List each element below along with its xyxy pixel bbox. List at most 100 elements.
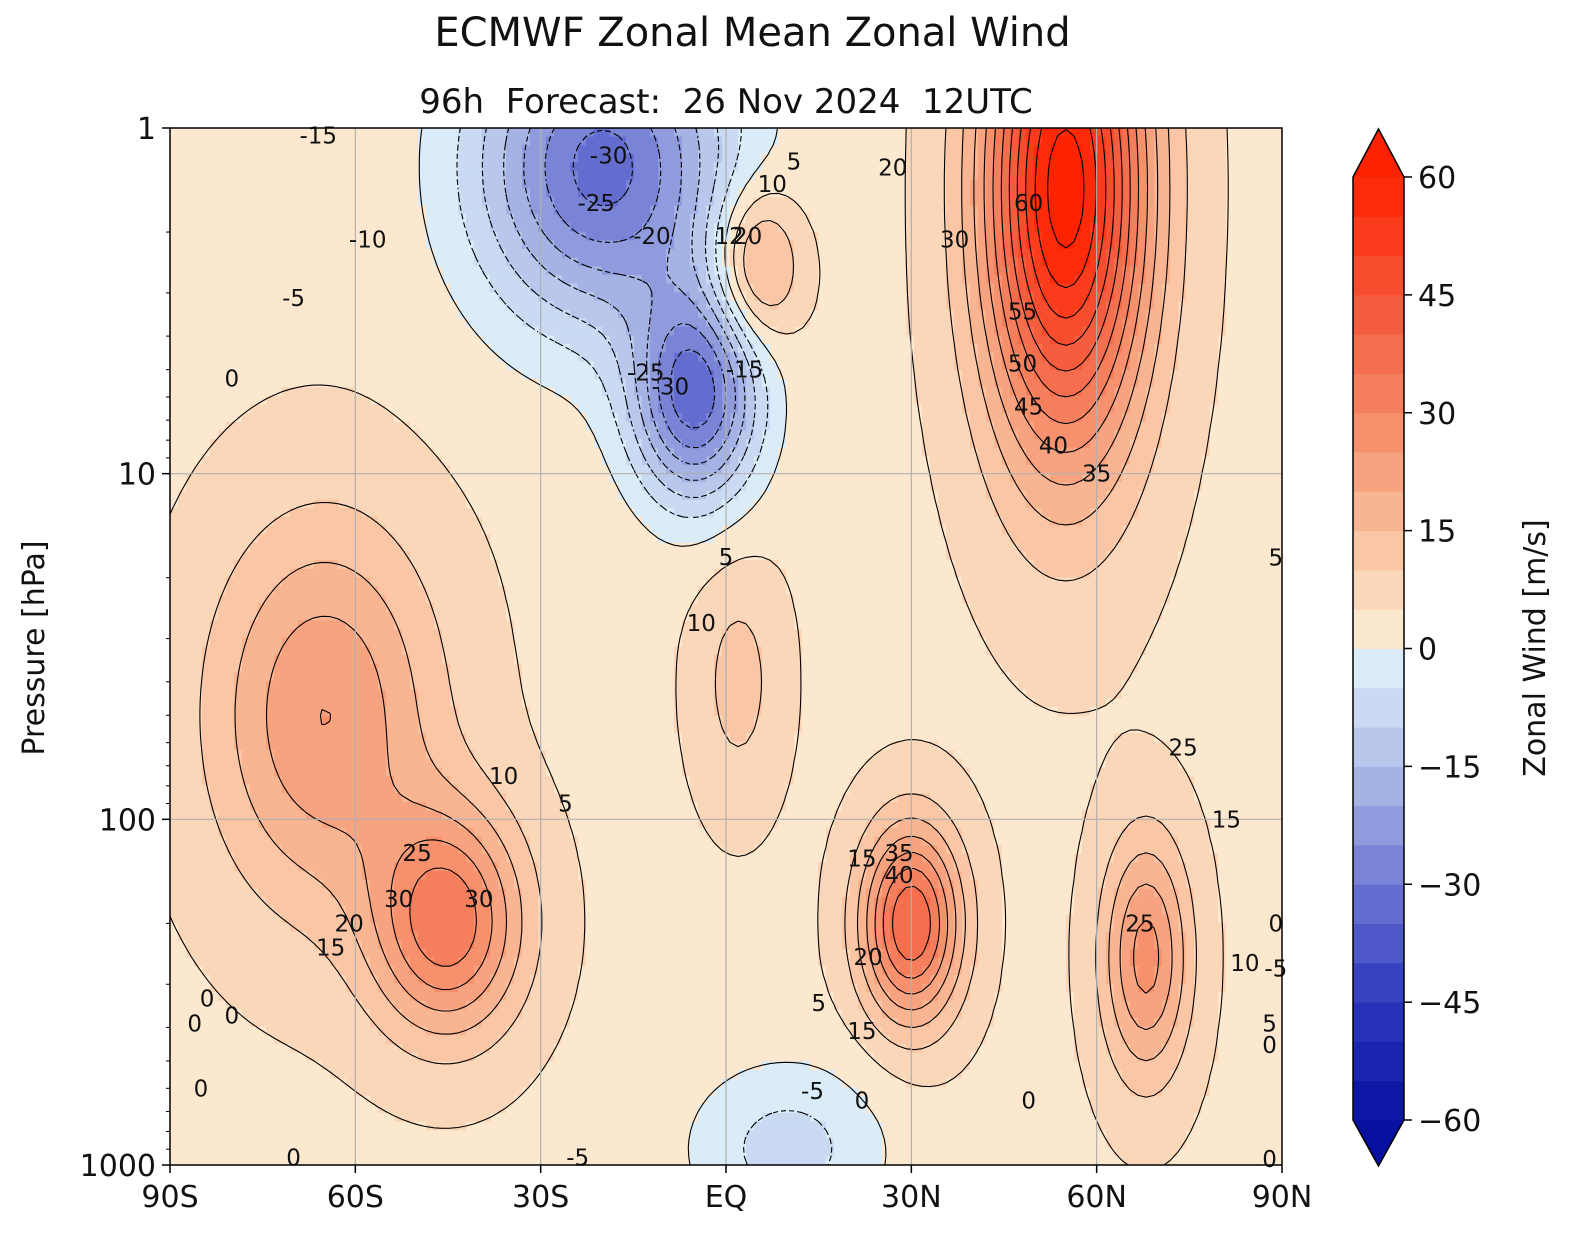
field-cell (1026, 335, 1035, 345)
field-cell (850, 387, 859, 397)
field-cell (858, 231, 867, 241)
field-cell (338, 326, 347, 336)
field-cell (1098, 188, 1107, 198)
field-cell (1066, 395, 1075, 406)
field-cell (170, 283, 179, 293)
field-cell (1074, 223, 1083, 233)
field-cell (1194, 128, 1203, 138)
field-cell (562, 266, 571, 276)
field-cell (354, 352, 363, 362)
field-cell (1026, 248, 1035, 259)
field-cell (882, 128, 891, 138)
field-cell (402, 162, 411, 172)
field-cell (1242, 292, 1251, 302)
field-cell (938, 413, 947, 423)
field-cell (666, 257, 675, 267)
field-cell (226, 153, 235, 164)
field-cell (1106, 257, 1115, 267)
field-cell (602, 223, 611, 233)
field-cell (306, 344, 315, 354)
field-cell (954, 248, 963, 259)
field-cell (506, 387, 515, 397)
field-cell (810, 395, 819, 406)
field-cell (282, 205, 291, 216)
field-cell (578, 430, 587, 440)
field-cell (818, 413, 827, 423)
field-cell (186, 326, 195, 336)
field-cell (410, 162, 419, 172)
field-cell (594, 214, 603, 224)
field-cell (466, 214, 475, 224)
field-cell (1130, 395, 1139, 406)
field-cell (1178, 136, 1187, 146)
field-cell (786, 369, 795, 380)
field-cell (242, 387, 251, 397)
field-cell (1010, 188, 1019, 198)
field-cell (1106, 344, 1115, 354)
field-cell (1226, 292, 1235, 302)
field-cell (1050, 352, 1059, 362)
field-cell (506, 318, 515, 328)
field-cell (778, 283, 787, 293)
field-cell (586, 214, 595, 224)
field-cell (586, 430, 595, 440)
field-cell (530, 326, 539, 336)
field-cell (258, 335, 267, 345)
field-cell (850, 395, 859, 406)
field-cell (1234, 300, 1243, 311)
field-cell (266, 283, 275, 293)
field-cell (1242, 421, 1251, 432)
field-cell (826, 179, 835, 190)
field-cell (1234, 335, 1243, 345)
field-cell (754, 223, 763, 233)
field-cell (1058, 179, 1067, 190)
field-cell (906, 352, 915, 362)
field-cell (650, 421, 659, 432)
field-cell (586, 145, 595, 155)
field-cell (738, 188, 747, 198)
field-cell (1042, 171, 1051, 181)
field-cell (426, 369, 435, 380)
field-cell (658, 292, 667, 302)
field-cell (546, 188, 555, 198)
field-cell (818, 136, 827, 146)
field-cell (906, 248, 915, 259)
field-cell (802, 205, 811, 216)
field-cell (290, 387, 299, 397)
field-cell (386, 326, 395, 336)
field-cell (738, 231, 747, 241)
field-cell (1002, 240, 1011, 250)
field-cell (1066, 283, 1075, 293)
field-cell (570, 214, 579, 224)
field-cell (810, 162, 819, 172)
field-cell (1026, 214, 1035, 224)
field-cell (346, 378, 355, 388)
field-cell (586, 413, 595, 423)
field-cell (1034, 326, 1043, 336)
field-cell (210, 257, 219, 267)
field-cell (730, 326, 739, 336)
field-cell (946, 283, 955, 293)
field-cell (1242, 153, 1251, 164)
field-cell (1258, 145, 1267, 155)
field-cell (882, 300, 891, 311)
field-cell (258, 404, 267, 414)
field-cell (1154, 344, 1163, 354)
field-cell (458, 197, 467, 207)
field-cell (258, 387, 267, 397)
field-cell (274, 248, 283, 259)
field-cell (874, 266, 883, 276)
field-cell (1162, 240, 1171, 250)
field-cell (562, 153, 571, 164)
field-cell (1194, 136, 1203, 146)
field-cell (818, 188, 827, 198)
field-cell (1162, 223, 1171, 233)
field-cell (730, 145, 739, 155)
field-cell (450, 413, 459, 423)
field-cell (1090, 266, 1099, 276)
field-cell (794, 257, 803, 267)
field-cell (586, 318, 595, 328)
field-cell (1130, 197, 1139, 207)
field-cell (554, 128, 563, 138)
field-cell (898, 248, 907, 259)
